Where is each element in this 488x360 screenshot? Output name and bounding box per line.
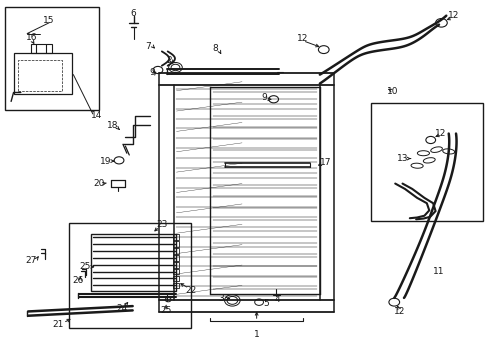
Text: 3: 3	[218, 294, 224, 303]
Text: 6: 6	[130, 9, 136, 18]
Text: 23: 23	[156, 220, 167, 229]
Text: 12: 12	[434, 129, 445, 138]
Text: 12: 12	[297, 35, 308, 44]
Text: 4: 4	[274, 295, 279, 304]
Text: 13: 13	[396, 154, 408, 163]
Bar	[69, 223, 191, 328]
Bar	[173, 262, 179, 267]
Bar	[173, 269, 179, 274]
Bar	[173, 234, 179, 240]
Text: 15: 15	[43, 16, 55, 25]
Text: 17: 17	[319, 158, 330, 167]
Text: 18: 18	[106, 121, 118, 130]
Bar	[173, 241, 179, 247]
Text: 1: 1	[253, 330, 259, 339]
Text: 9: 9	[149, 68, 155, 77]
Text: 5: 5	[263, 299, 268, 308]
Text: 14: 14	[90, 111, 102, 120]
Text: 11: 11	[432, 267, 444, 276]
Bar	[14, 53, 72, 94]
Bar	[19, 60, 62, 91]
Text: 12: 12	[447, 11, 458, 20]
Text: 22: 22	[185, 285, 196, 294]
Text: 26: 26	[72, 276, 83, 285]
Text: 25: 25	[80, 262, 91, 271]
Bar	[30, 44, 52, 53]
Text: 9: 9	[261, 93, 266, 102]
Text: 27: 27	[25, 256, 36, 265]
Text: 2: 2	[166, 56, 172, 65]
Bar	[173, 255, 179, 261]
Text: 12: 12	[394, 307, 405, 316]
Bar	[91, 234, 176, 291]
Bar	[173, 248, 179, 254]
Text: 16: 16	[26, 33, 37, 42]
Bar	[370, 103, 482, 221]
Bar	[5, 7, 99, 111]
Text: 8: 8	[212, 44, 218, 53]
Bar	[173, 276, 179, 282]
Text: 21: 21	[53, 320, 64, 329]
Text: 7: 7	[145, 41, 151, 50]
Text: 24: 24	[116, 304, 127, 313]
Text: 10: 10	[386, 87, 398, 96]
Text: 25: 25	[160, 306, 171, 315]
Text: 19: 19	[100, 157, 111, 166]
Text: 20: 20	[93, 179, 104, 188]
Bar	[173, 283, 179, 288]
